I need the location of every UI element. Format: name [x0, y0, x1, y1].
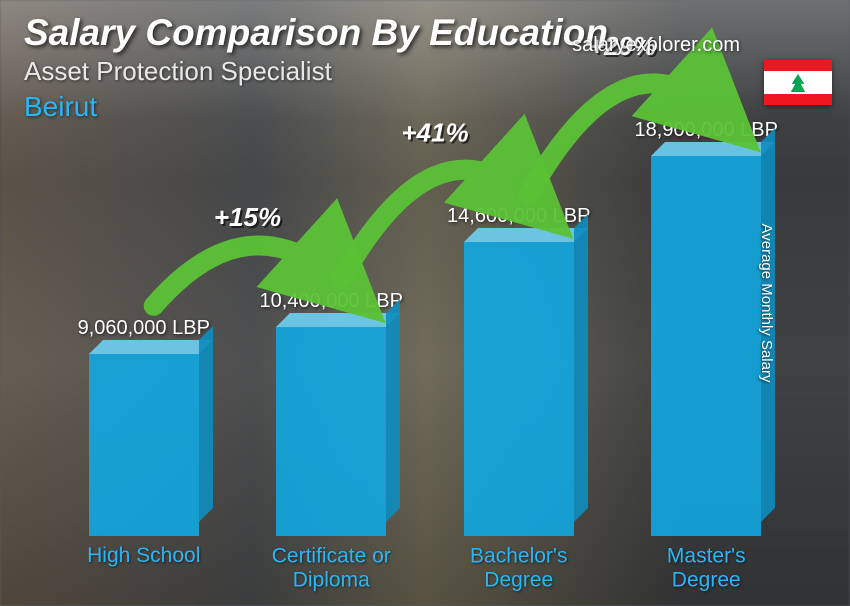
chart: 9,060,000 LBPHigh School10,400,000 LBPCe… — [50, 46, 800, 586]
y-axis-label: Average Monthly Salary — [758, 224, 775, 383]
bar-label: Certificate orDiploma — [272, 536, 391, 592]
bar — [464, 242, 574, 536]
city-label: Beirut — [24, 91, 608, 123]
bar-value: 14,600,000 LBP — [447, 205, 590, 228]
bar-top — [276, 313, 400, 327]
bar-group: 10,400,000 LBPCertificate orDiploma — [241, 290, 421, 536]
bar-value: 10,400,000 LBP — [260, 290, 403, 313]
bar-front — [89, 354, 199, 536]
bar-value: 18,900,000 LBP — [635, 119, 778, 142]
bar-value: 9,060,000 LBP — [78, 317, 210, 340]
subtitle: Asset Protection Specialist — [24, 56, 608, 87]
bar — [89, 354, 199, 536]
bar — [276, 327, 386, 536]
bar-side — [574, 214, 588, 522]
bars-container: 9,060,000 LBPHigh School10,400,000 LBPCe… — [50, 56, 800, 536]
brand-label: salaryexplorer.com — [572, 34, 740, 57]
bar — [651, 156, 761, 536]
bar-side — [386, 299, 400, 522]
bar-group: 9,060,000 LBPHigh School — [54, 317, 234, 536]
bar-label: Bachelor'sDegree — [470, 536, 567, 592]
bar-front — [464, 242, 574, 536]
bar-label: Master'sDegree — [667, 536, 746, 592]
header: Salary Comparison By Education Asset Pro… — [24, 12, 608, 123]
bar-top — [651, 142, 775, 156]
bar-front — [651, 156, 761, 536]
bar-top — [464, 228, 588, 242]
bar-front — [276, 327, 386, 536]
bar-top — [89, 340, 213, 354]
bar-label: High School — [87, 536, 200, 568]
flag-lebanon — [764, 60, 832, 105]
bar-side — [199, 326, 213, 522]
bar-group: 14,600,000 LBPBachelor'sDegree — [429, 205, 609, 536]
cedar-icon — [789, 74, 807, 92]
page-title: Salary Comparison By Education — [24, 12, 608, 54]
